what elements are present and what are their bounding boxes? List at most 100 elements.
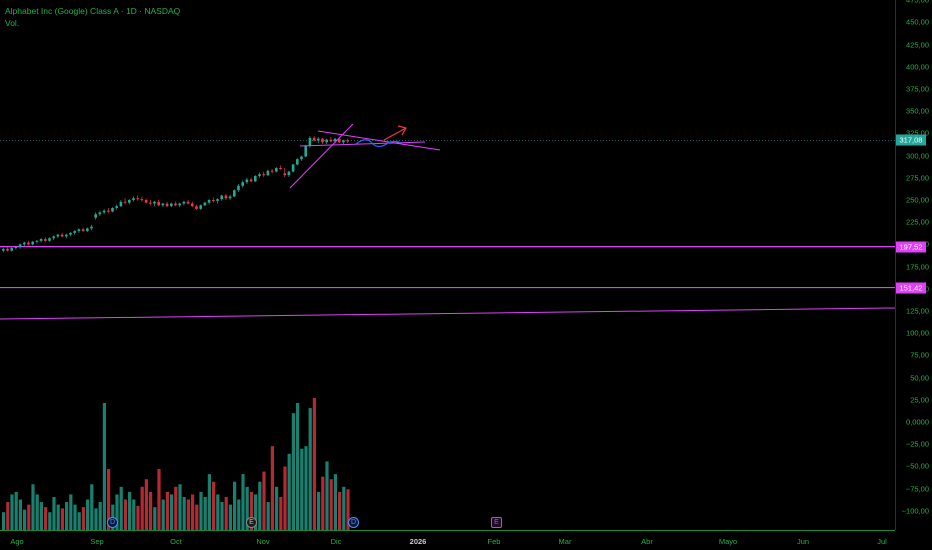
candle-body <box>333 138 337 142</box>
candle-body <box>308 137 312 146</box>
level-price-badge-upper: 197,52 <box>896 241 926 253</box>
candle-body <box>170 203 173 207</box>
volume-bar <box>132 499 136 530</box>
volume-bar <box>161 499 165 530</box>
volume-bar <box>170 494 174 530</box>
volume-bar <box>195 504 199 530</box>
chart-area[interactable]: Alphabet Inc (Google) Class A · 1D · NAS… <box>0 0 896 530</box>
volume-bar <box>270 446 274 530</box>
volume-bar <box>94 508 98 530</box>
price-tick-label: 125,00 <box>906 306 929 316</box>
earnings-marker-upcoming[interactable]: E <box>491 517 502 528</box>
dividend-marker[interactable]: D <box>107 517 118 528</box>
candle-body <box>212 200 215 201</box>
price-tick-label: 250,00 <box>906 195 929 205</box>
candle-body <box>241 182 244 186</box>
volume-bar <box>308 408 312 530</box>
volume-indicator-label[interactable]: Vol. <box>5 18 20 28</box>
volume-bar <box>228 504 232 530</box>
volume-bar <box>27 504 31 530</box>
candle-body <box>325 139 328 143</box>
volume-bar <box>60 508 64 530</box>
time-axis[interactable]: Ago Sep Oct Nov Dic 2026 Feb Mar Abr Mayo Jun Jul <box>0 530 895 550</box>
candle-body <box>342 140 345 143</box>
volume-bar <box>199 491 203 530</box>
candle-body <box>279 168 282 170</box>
candle-body <box>165 203 169 207</box>
time-tick-label: Jun <box>796 537 810 546</box>
volume-bar <box>44 507 48 530</box>
candle-body <box>86 228 89 232</box>
volume-bar <box>203 496 207 530</box>
time-tick-label: Nov <box>256 537 270 546</box>
volume-bar <box>128 491 132 530</box>
dividend-marker-recent[interactable]: D <box>348 517 359 528</box>
candle-body <box>228 196 232 199</box>
volume-bar <box>178 484 182 530</box>
candle-body <box>174 203 177 206</box>
volume-bar <box>291 413 295 530</box>
candle-body <box>90 226 93 229</box>
volume-bar <box>262 471 266 530</box>
volume-bar <box>186 499 190 530</box>
candle-body <box>153 201 156 204</box>
volume-bar <box>119 486 123 530</box>
volume-bar <box>39 502 43 530</box>
earnings-marker-past[interactable]: E <box>246 517 257 528</box>
volume-bar <box>279 496 283 530</box>
time-tick-label: Sep <box>90 537 104 546</box>
volume-bar <box>56 504 60 530</box>
volume-bar <box>18 499 22 530</box>
price-tick-label: 225,00 <box>906 217 929 227</box>
volume-bar <box>10 494 14 530</box>
candle-body <box>149 202 152 204</box>
candle-body <box>23 242 26 245</box>
candle-body <box>296 159 299 165</box>
price-tick-label: 75,00 <box>910 350 929 360</box>
candle-body <box>140 199 144 201</box>
symbol-title[interactable]: Alphabet Inc (Google) Class A · 1D · NAS… <box>5 6 181 16</box>
candle-body <box>31 241 34 245</box>
volume-bar <box>220 502 224 530</box>
volume-bar <box>333 474 337 530</box>
breakout-arrow <box>383 127 407 141</box>
volume-bar <box>107 469 111 530</box>
volume-bar <box>23 509 27 530</box>
volume-bar <box>300 448 304 530</box>
candle-body <box>123 201 127 203</box>
time-tick-label: 2026 <box>409 537 427 546</box>
candle-body <box>65 234 68 237</box>
long-trend-line <box>0 307 896 320</box>
volume-bar <box>224 496 228 530</box>
volume-bar <box>312 397 316 530</box>
candle-body <box>203 202 207 206</box>
candle-body <box>237 185 240 191</box>
level-price-badge-lower: 151,42 <box>896 282 926 294</box>
descending-trend-line <box>317 130 441 151</box>
price-tick-label: 50,00 <box>910 373 929 383</box>
volume-bar <box>174 486 178 530</box>
volume-bar <box>77 512 81 530</box>
volume-bar <box>266 502 270 530</box>
price-chart[interactable] <box>0 0 896 530</box>
candle-body <box>27 242 30 245</box>
volume-bar <box>191 494 195 530</box>
projection-curve <box>355 139 403 148</box>
price-tick-label: 325,00 <box>906 128 929 138</box>
candle-body <box>178 203 181 206</box>
rising-trend-line <box>289 123 354 189</box>
candle-body <box>144 200 148 203</box>
time-tick-label: Oct <box>170 537 182 546</box>
candle-body <box>321 138 324 143</box>
volume-bar <box>283 466 287 530</box>
candle-body <box>258 174 261 177</box>
candle-body <box>270 170 274 172</box>
volume-bar <box>69 494 73 530</box>
candle-body <box>98 212 102 215</box>
candle-body <box>287 171 291 176</box>
price-axis[interactable]: 475,00 450,00 425,00 400,00 375,00 350,00 325,… <box>895 0 932 530</box>
volume-bar <box>136 505 140 530</box>
candle-body <box>275 168 278 172</box>
candle-body <box>329 139 333 142</box>
volume-bar <box>98 502 102 530</box>
